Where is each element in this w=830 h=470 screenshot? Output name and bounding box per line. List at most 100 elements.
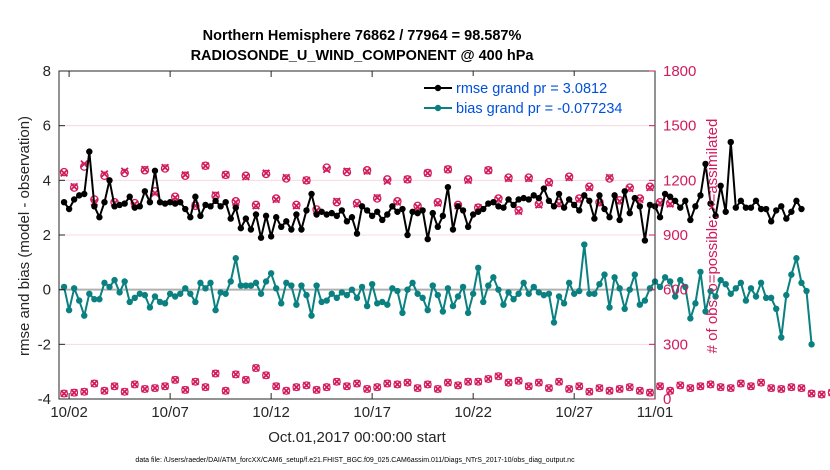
rmse-point-131	[722, 208, 729, 215]
rmse-point-91	[520, 194, 527, 202]
y-tick-label-right-2: 600	[663, 282, 688, 299]
rmse-point-84	[485, 200, 492, 207]
rmse-point-17	[146, 199, 154, 206]
y-tick-label-right-3: 900	[663, 227, 688, 244]
low-assimilated-point-69	[757, 378, 765, 387]
bias-point-121	[672, 293, 679, 300]
low-possible-point-4	[100, 386, 109, 395]
bias-point-130	[717, 276, 724, 284]
bias-point-69	[409, 279, 416, 287]
low-assimilated-point-51	[575, 382, 584, 391]
bias-point-73	[429, 282, 436, 289]
possible-point-31	[372, 194, 382, 203]
bias-point-148	[808, 341, 815, 348]
possible-point-19	[251, 200, 261, 210]
bias-point-37	[247, 282, 255, 289]
rmse-point-52	[323, 211, 330, 218]
bias-point-145	[793, 255, 800, 262]
assimilated-point-23	[292, 201, 301, 210]
bias-point-144	[788, 271, 795, 278]
rmse-point-74	[434, 223, 442, 230]
bias-point-18	[151, 293, 159, 300]
low-possible-point-18	[241, 375, 250, 384]
low-assimilated-point-33	[393, 380, 402, 389]
low-assimilated-point-34	[403, 378, 412, 387]
low-possible-point-37	[433, 384, 442, 393]
bias-point-114	[636, 301, 644, 308]
low-assimilated-point-62	[686, 384, 695, 392]
low-possible-point-19	[251, 364, 260, 373]
low-possible-point-15	[211, 369, 220, 378]
data-file-footer: data file: /Users/raeder/DAI/ATM_forcXX/…	[135, 457, 575, 464]
rmse-point-97	[550, 203, 558, 210]
low-possible-point-1	[70, 388, 79, 397]
low-possible-point-21	[272, 382, 281, 391]
possible-point-43	[494, 194, 503, 203]
assimilated-point-16	[221, 170, 230, 179]
low-possible-point-22	[282, 386, 291, 395]
possible-point-29	[352, 198, 362, 208]
bias-point-76	[444, 285, 452, 292]
bias-point-147	[803, 287, 810, 295]
rmse-point-96	[545, 197, 553, 205]
low-assimilated-point-41	[474, 377, 483, 386]
possible-point-6	[120, 168, 129, 178]
bias-point-81	[469, 290, 477, 297]
bias-point-5	[86, 290, 93, 297]
bias-point-45	[288, 282, 295, 289]
rmse-point-79	[459, 207, 467, 214]
low-assimilated-point-19	[252, 364, 260, 372]
low-assimilated-point-40	[464, 377, 472, 386]
possible-point-27	[332, 197, 342, 207]
rmse-point-23	[177, 199, 184, 206]
bias-point-128	[707, 287, 714, 295]
rmse-point-99	[560, 204, 568, 211]
bias-point-111	[621, 305, 628, 312]
rmse-point-32	[222, 199, 229, 206]
low-possible-point-59	[656, 382, 665, 391]
possible-point-54	[605, 174, 614, 183]
possible-point-48	[544, 177, 554, 187]
rmse-point-13	[126, 193, 133, 200]
rmse-point-6	[91, 203, 98, 210]
assimilated-point-58	[646, 183, 654, 192]
rmse-point-36	[242, 215, 250, 222]
low-assimilated-point-16	[221, 386, 230, 395]
assimilated-point-34	[403, 175, 412, 184]
possible-point-20	[261, 169, 271, 179]
rmse-point-65	[389, 203, 396, 210]
rmse-series	[60, 138, 805, 244]
rmse-point-94	[535, 194, 543, 202]
x-tick-label-6: 11/01	[637, 404, 673, 421]
bias-point-133	[732, 285, 740, 292]
possible-point-56	[625, 183, 634, 192]
y-tick-label-left-1: -2	[38, 336, 51, 353]
possible-point-46	[524, 173, 533, 182]
rmse-point-31	[217, 203, 224, 210]
rmse-point-3	[76, 192, 83, 199]
rmse-point-142	[778, 203, 785, 210]
low-assimilated-point-75	[817, 390, 826, 399]
rmse-point-104	[586, 197, 593, 205]
bias-point-108	[606, 304, 613, 311]
low-assimilated-point-32	[383, 379, 392, 388]
rmse-point-87	[500, 204, 507, 211]
low-possible-point-58	[645, 388, 654, 397]
rmse-point-83	[480, 205, 487, 213]
low-assimilated-point-26	[322, 383, 331, 391]
rmse-point-138	[757, 205, 765, 213]
low-assimilated-point-42	[484, 375, 493, 383]
low-assimilated-point-73	[797, 384, 806, 392]
rmse-point-26	[192, 193, 199, 200]
possible-point-8	[140, 166, 150, 175]
bias-point-38	[252, 279, 260, 287]
bias-point-58	[353, 294, 361, 302]
bias-point-88	[505, 289, 512, 296]
bias-point-22	[171, 293, 179, 300]
legend-rmse-label: rmse grand pr = 3.0812	[456, 81, 607, 97]
rmse-point-16	[141, 188, 149, 195]
rmse-point-42	[272, 214, 280, 221]
rmse-point-114	[636, 203, 644, 210]
rmse-point-145	[793, 197, 800, 205]
possible-point-36	[423, 168, 432, 178]
